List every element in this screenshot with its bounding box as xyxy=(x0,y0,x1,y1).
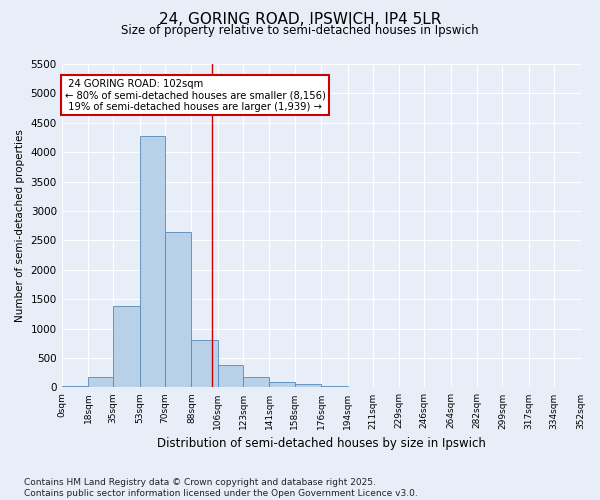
Bar xyxy=(218,365,243,388)
Bar xyxy=(347,387,373,388)
Bar xyxy=(243,378,269,388)
Text: Size of property relative to semi-detached houses in Ipswich: Size of property relative to semi-detach… xyxy=(121,24,479,37)
Bar xyxy=(165,232,191,388)
Text: Contains HM Land Registry data © Crown copyright and database right 2025.
Contai: Contains HM Land Registry data © Crown c… xyxy=(24,478,418,498)
Text: 24 GORING ROAD: 102sqm
← 80% of semi-detached houses are smaller (8,156)
 19% of: 24 GORING ROAD: 102sqm ← 80% of semi-det… xyxy=(65,78,325,112)
Y-axis label: Number of semi-detached properties: Number of semi-detached properties xyxy=(15,130,25,322)
Bar xyxy=(88,377,113,388)
Text: 24, GORING ROAD, IPSWICH, IP4 5LR: 24, GORING ROAD, IPSWICH, IP4 5LR xyxy=(159,12,441,28)
Bar xyxy=(62,386,88,388)
Bar xyxy=(113,306,140,388)
Bar xyxy=(140,136,165,388)
Bar xyxy=(321,386,347,388)
X-axis label: Distribution of semi-detached houses by size in Ipswich: Distribution of semi-detached houses by … xyxy=(157,437,485,450)
Bar xyxy=(295,384,321,388)
Bar xyxy=(269,382,295,388)
Bar xyxy=(191,340,218,388)
